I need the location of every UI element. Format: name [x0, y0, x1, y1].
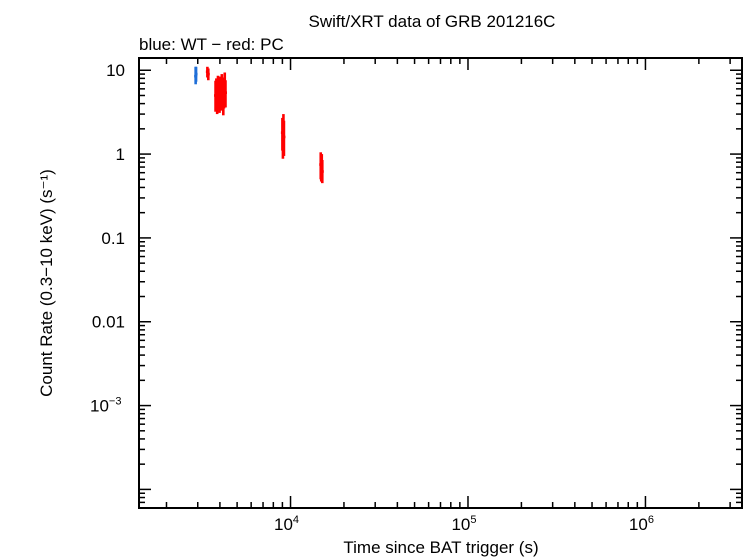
- plot-frame: [138, 57, 743, 509]
- y-tick-label: 1: [116, 145, 125, 164]
- chart-title: Swift/XRT data of GRB 201216C: [309, 12, 556, 31]
- x-tick-label: 105: [451, 514, 476, 534]
- y-tick-label: 0.01: [92, 313, 125, 332]
- x-axis-label: Time since BAT trigger (s): [343, 538, 538, 557]
- y-tick-label: 10: [106, 61, 125, 80]
- data-marks: [194, 66, 324, 184]
- axis-ticks: [139, 58, 742, 509]
- chart-subtitle: blue: WT − red: PC: [139, 35, 284, 54]
- y-tick-labels: 10 1 0.1 0.01 10−3: [90, 61, 125, 415]
- y-tick-label: 0.1: [101, 229, 125, 248]
- x-tick-labels: 104 105 106: [274, 514, 654, 534]
- x-tick-label: 106: [629, 514, 654, 534]
- y-axis-label: Count Rate (0.3−10 keV) (s⁻¹): [37, 169, 56, 397]
- y-tick-label: 10−3: [90, 396, 121, 416]
- x-tick-label: 104: [274, 514, 299, 534]
